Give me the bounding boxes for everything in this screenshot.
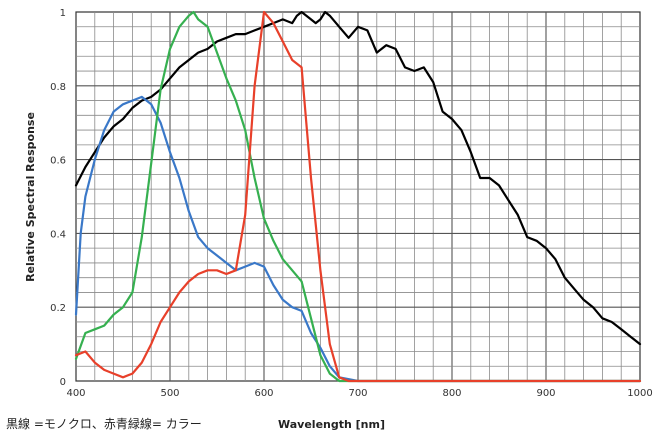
y-tick-label: 0.8 — [50, 82, 66, 93]
y-tick-label: 0.2 — [50, 303, 66, 314]
x-tick-label: 1000 — [627, 388, 652, 399]
series-line-mono-curve — [74, 10, 642, 346]
y-axis-label: Relative Spectral Response — [24, 112, 37, 282]
x-tick-label: 800 — [442, 388, 461, 399]
series-line-blue-curve — [74, 95, 642, 383]
axis-ticks: 400 500 600 700 800 900 1000 0 0.2 0.4 0.6 0.8 1 — [50, 8, 653, 399]
x-tick-label: 500 — [160, 388, 179, 399]
series-line-red-curve — [74, 10, 642, 383]
x-tick-label: 600 — [254, 388, 273, 399]
y-tick-label: 1 — [60, 8, 66, 19]
x-tick-label: 900 — [536, 388, 555, 399]
series-lines — [74, 10, 642, 383]
grid — [75, 11, 641, 382]
y-tick-label: 0.6 — [50, 156, 66, 167]
y-tick-label: 0 — [60, 377, 66, 388]
y-tick-label: 0.4 — [50, 229, 66, 240]
x-tick-label: 700 — [348, 388, 367, 399]
caption: 黒線 =モノクロ、赤青緑線= カラー — [6, 416, 202, 431]
x-axis-label: Wavelength [nm] — [278, 418, 385, 431]
x-tick-label: 400 — [66, 388, 85, 399]
series-line-green-curve — [74, 10, 642, 383]
